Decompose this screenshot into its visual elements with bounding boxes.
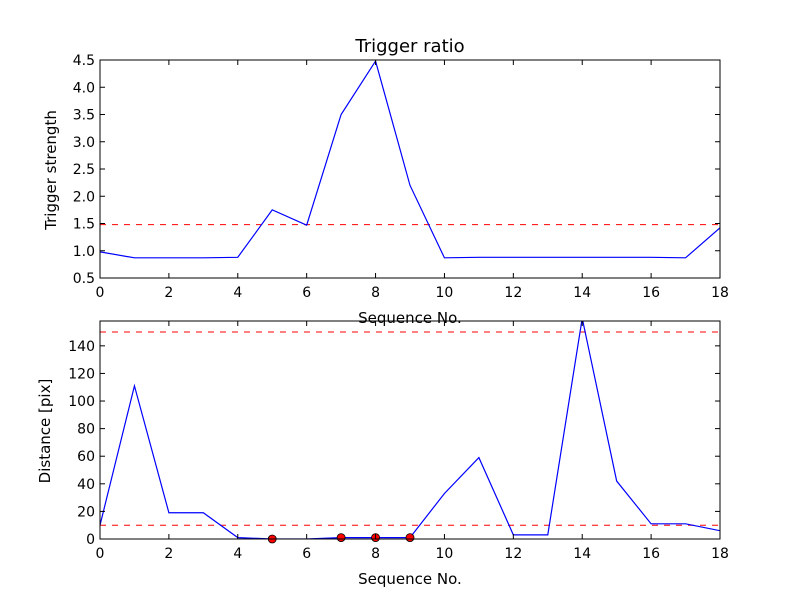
y-axis-label-top: Trigger strength: [42, 110, 60, 231]
y-tick-label: 4.5: [73, 53, 95, 69]
x-tick-label: 6: [302, 285, 311, 301]
plot-area-bottom: 0 2 4 6 8 10 12 14 16 18 0 20 40 60 80 100 120 140: [68, 320, 729, 562]
y-tick-label: 60: [77, 449, 95, 465]
chart-distance: 0 2 4 6 8 10 12 14 16 18 0 20 40 60 80 100 120 140 Sequen…: [36, 320, 729, 588]
marker-point-1: [336, 533, 346, 543]
x-tick-label: 10: [436, 546, 454, 562]
axes-frame: [99, 320, 721, 540]
x-tick-label: 6: [302, 546, 311, 562]
x-tick-label: 4: [233, 546, 242, 562]
x-tick-label: 18: [711, 285, 729, 301]
y-tick-label: 1.5: [73, 217, 95, 233]
x-tick-label: 14: [573, 285, 591, 301]
x-tick-label: 0: [96, 285, 105, 301]
y-tick-label: 120: [68, 366, 95, 382]
y-tick-label: 140: [68, 339, 95, 355]
y-tick-label: 0.5: [73, 271, 95, 287]
chart-trigger-ratio: Trigger ratio 0 2 4 6 8 10 12 14 16 18 0.5 1.0 1.5 2.…: [42, 36, 729, 327]
x-tick-label: 0: [96, 546, 105, 562]
x-tick-label: 8: [371, 285, 380, 301]
x-tick-label: 2: [164, 546, 173, 562]
y-tick-label: 1.0: [73, 244, 95, 260]
y-tick-label: 2.5: [73, 162, 95, 178]
x-tick-label: 2: [164, 285, 173, 301]
x-tick-label: 16: [642, 285, 660, 301]
y-tick-label: 20: [77, 504, 95, 520]
x-tick-label: 12: [504, 546, 522, 562]
y-tick-label: 100: [68, 394, 95, 410]
x-tick-label: 18: [711, 546, 729, 562]
x-tick-label: 12: [504, 285, 522, 301]
y-tick-label: 3.5: [73, 108, 95, 124]
y-tick-label: 80: [77, 422, 95, 438]
y-tick-label: 3.0: [73, 135, 95, 151]
y-tick-label: 2.0: [73, 189, 95, 205]
x-axis-label-top: Sequence No.: [358, 309, 462, 327]
x-tick-label: 14: [573, 546, 591, 562]
marker-point-3: [405, 533, 415, 543]
series-line-0: [100, 60, 720, 259]
y-tick-label: 4.0: [73, 80, 95, 96]
y-tick-label: 0: [86, 532, 95, 548]
x-tick-label: 4: [233, 285, 242, 301]
plot-area-top: 0 2 4 6 8 10 12 14 16 18 0.5 1.0 1.5 2.0 2.5 3.0 3.5 4.0 4…: [73, 53, 729, 301]
x-tick-label: 10: [436, 285, 454, 301]
y-axis-label-bottom: Distance [pix]: [36, 379, 54, 484]
x-tick-label: 8: [371, 546, 380, 562]
y-tick-label: 40: [77, 477, 95, 493]
plot-content: [100, 60, 720, 259]
x-tick-label: 16: [642, 546, 660, 562]
chart-title: Trigger ratio: [354, 36, 464, 57]
x-axis-label-bottom: Sequence No.: [358, 570, 462, 588]
